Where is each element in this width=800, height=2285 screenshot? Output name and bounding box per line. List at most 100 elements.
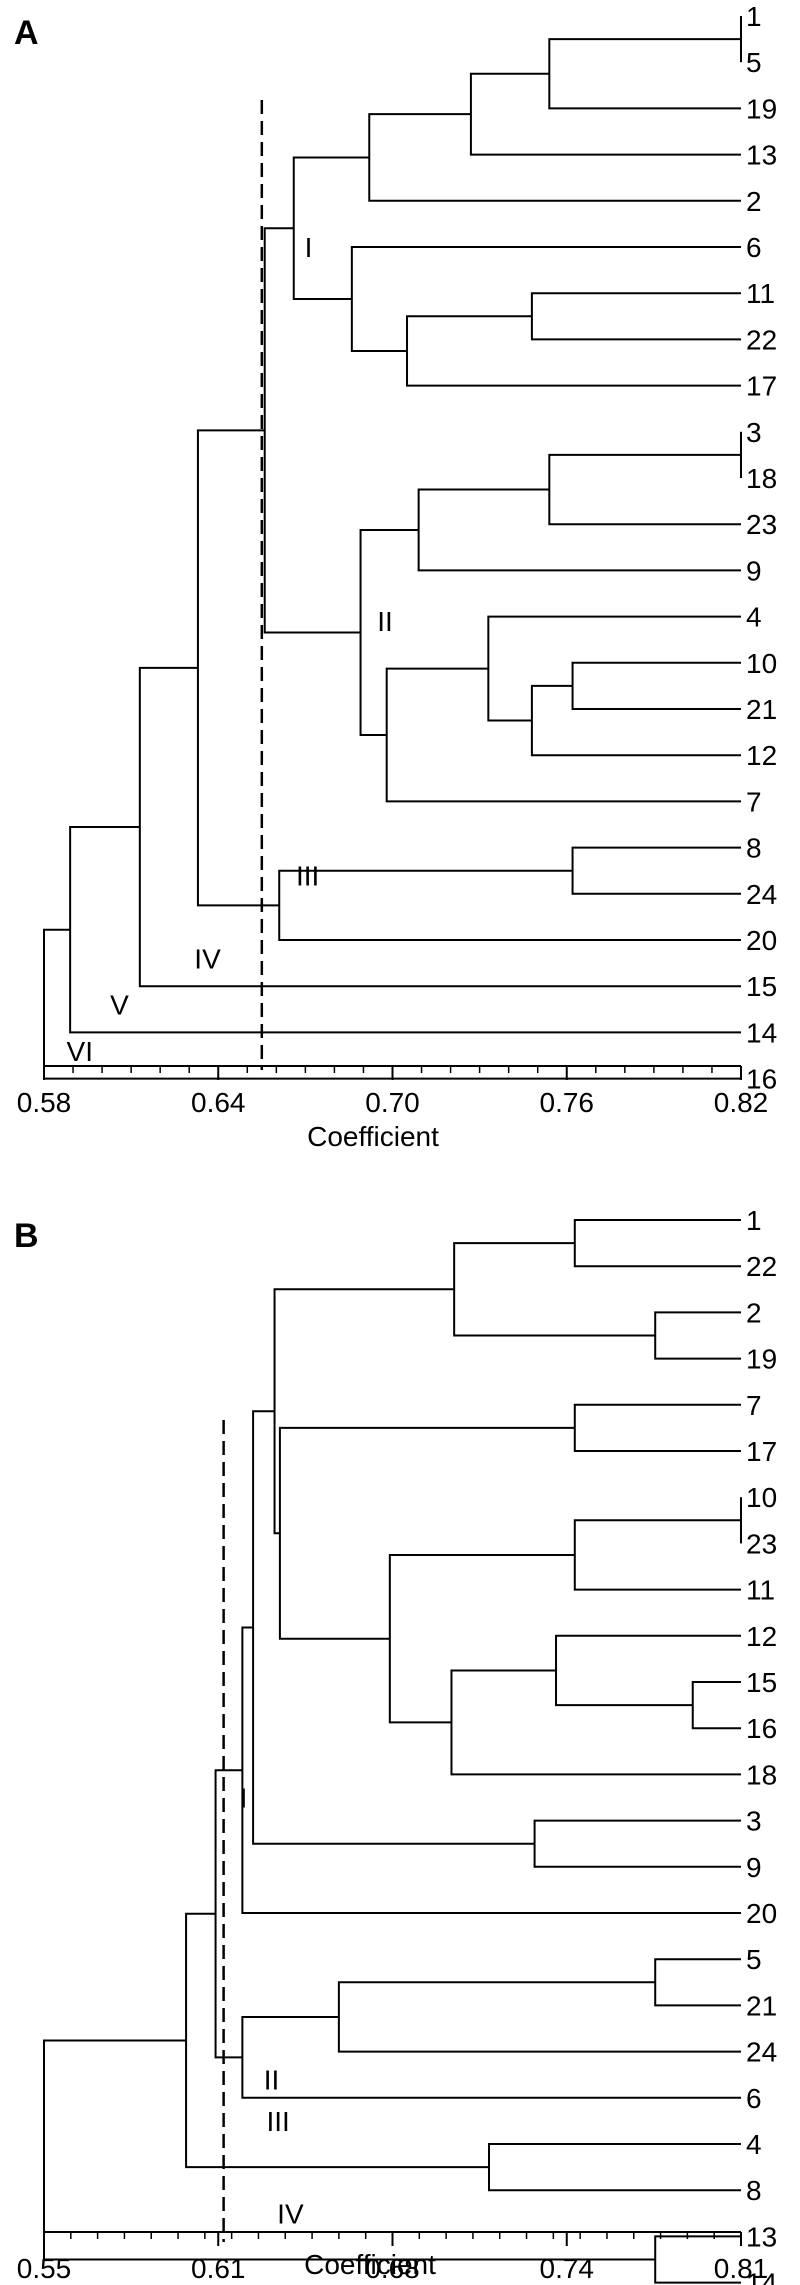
leaf-label: 16 xyxy=(746,1064,777,1095)
panel-b-x-axis: 0.55 0.61 0.68 0.74 0.81 xyxy=(17,2231,769,2284)
panel-b-axis-title: Coefficient xyxy=(304,2249,436,2280)
leaf-label: 10 xyxy=(746,1482,777,1513)
cluster-label: II xyxy=(377,606,393,637)
branch-node-14 xyxy=(385,667,741,803)
branch-node-1 xyxy=(548,38,741,110)
cluster-label: I xyxy=(240,1783,248,1814)
panel-a-label: A xyxy=(14,14,39,52)
leaf-label: 4 xyxy=(746,602,762,633)
leaf-label: 13 xyxy=(746,140,777,171)
axis-tick-label: 0.81 xyxy=(714,2253,769,2284)
branch-node-9 xyxy=(388,1553,575,1724)
leaf-label: 5 xyxy=(746,1944,762,1975)
branch-node-22 xyxy=(43,2039,656,2261)
branch-node-22 xyxy=(43,928,741,1080)
leaf-label: 21 xyxy=(746,1990,777,2021)
leaf-label: 12 xyxy=(746,740,777,771)
panel-b: B 12221971710231112151618392052124648131… xyxy=(14,1205,777,2285)
leaf-label: 23 xyxy=(746,1528,777,1559)
axis-tick-label: 0.58 xyxy=(17,1087,72,1118)
axis-tick-label: 0.61 xyxy=(191,2253,246,2284)
cluster-label: IV xyxy=(277,2198,304,2229)
branch-node-16 xyxy=(337,1981,741,2053)
cluster-label: II xyxy=(264,2064,280,2095)
leaf-label: 15 xyxy=(746,971,777,1002)
leaf-label: 18 xyxy=(746,1759,777,1790)
branch-node-4 xyxy=(530,292,741,341)
branch-node-11 xyxy=(273,1288,455,1535)
cluster-label: V xyxy=(110,990,129,1021)
axis-tick-label: 0.64 xyxy=(191,1087,246,1118)
leaf-label: 18 xyxy=(746,463,777,494)
leaf-label: 4 xyxy=(746,2129,762,2160)
leaf-label: 19 xyxy=(746,93,777,124)
leaf-label: 5 xyxy=(746,47,762,78)
branch-node-2 xyxy=(453,1242,656,1337)
leaf-label: 15 xyxy=(746,1667,777,1698)
leaf-label: 20 xyxy=(746,1898,777,1929)
branch-node-19 xyxy=(488,2143,741,2192)
branch-node-15 xyxy=(654,1958,741,2007)
leaf-label: 8 xyxy=(746,833,762,864)
leaf-label: 11 xyxy=(746,1575,775,1606)
branch-node-5 xyxy=(573,1519,741,1591)
panel-b-label: B xyxy=(14,1217,39,1255)
branch-node-3 xyxy=(368,113,741,202)
branch-node-2 xyxy=(469,72,741,156)
branch-node-6 xyxy=(691,1681,741,1730)
branch-node-18 xyxy=(214,1769,243,2059)
cluster-label: VI xyxy=(67,1036,93,1067)
branch-node-16 xyxy=(263,227,361,634)
cluster-label: IV xyxy=(194,943,221,974)
leaf-label: 20 xyxy=(746,925,777,956)
branch-node-21 xyxy=(69,826,741,1034)
branch-node-17 xyxy=(241,2015,741,2099)
leaf-label: 23 xyxy=(746,509,777,540)
cluster-label: I xyxy=(305,232,313,263)
branch-node-7 xyxy=(555,1634,741,1707)
branch-node-19 xyxy=(196,429,280,907)
axis-tick-label: 0.76 xyxy=(540,1087,595,1118)
branch-node-20 xyxy=(185,1912,490,2169)
leaf-label: 6 xyxy=(746,2083,762,2114)
axis-tick-label: 0.74 xyxy=(540,2253,595,2284)
branch-node-13 xyxy=(487,615,741,722)
panel-a-x-axis: 0.58 0.64 0.70 0.76 0.82 xyxy=(17,1065,769,1118)
branch-node-1 xyxy=(654,1311,741,1360)
branch-node-11 xyxy=(571,661,741,710)
leaf-label: 14 xyxy=(746,2268,777,2285)
leaf-label: 17 xyxy=(746,371,777,402)
branch-node-7 xyxy=(292,156,370,300)
axis-tick-label: 0.55 xyxy=(17,2253,72,2284)
leaf-label: 1 xyxy=(746,1205,762,1236)
axis-tick-label: 0.70 xyxy=(365,1087,420,1118)
leaf-label: 1 xyxy=(746,1,762,32)
axis-tick-label: 0.68 xyxy=(365,2253,420,2284)
leaf-label: 2 xyxy=(746,1297,762,1328)
panel-a: A 15191326112217318239410211278242015141… xyxy=(14,1,777,1152)
leaf-label: 22 xyxy=(746,324,777,355)
leaf-label: 19 xyxy=(746,1344,777,1375)
leaf-label: 14 xyxy=(746,1017,777,1048)
branch-node-3 xyxy=(573,1403,741,1452)
leaf-label: 7 xyxy=(746,1390,762,1421)
cluster-label: III xyxy=(266,2106,289,2137)
leaf-label: 3 xyxy=(746,417,762,448)
leaf-label: 13 xyxy=(746,2221,777,2252)
axis-tick-label: 0.82 xyxy=(714,1087,769,1118)
branch-node-17 xyxy=(571,846,741,895)
leaf-label: 21 xyxy=(746,694,777,725)
branch-node-20 xyxy=(138,666,741,988)
leaf-label: 2 xyxy=(746,186,762,217)
branch-node-9 xyxy=(548,453,741,526)
panel-a-branches xyxy=(43,16,742,1080)
leaf-label: 16 xyxy=(746,1713,777,1744)
leaf-label: 11 xyxy=(746,278,775,309)
leaf-label: 10 xyxy=(746,648,777,679)
branch-node-8 xyxy=(450,1669,741,1776)
leaf-label: 3 xyxy=(746,1806,762,1837)
